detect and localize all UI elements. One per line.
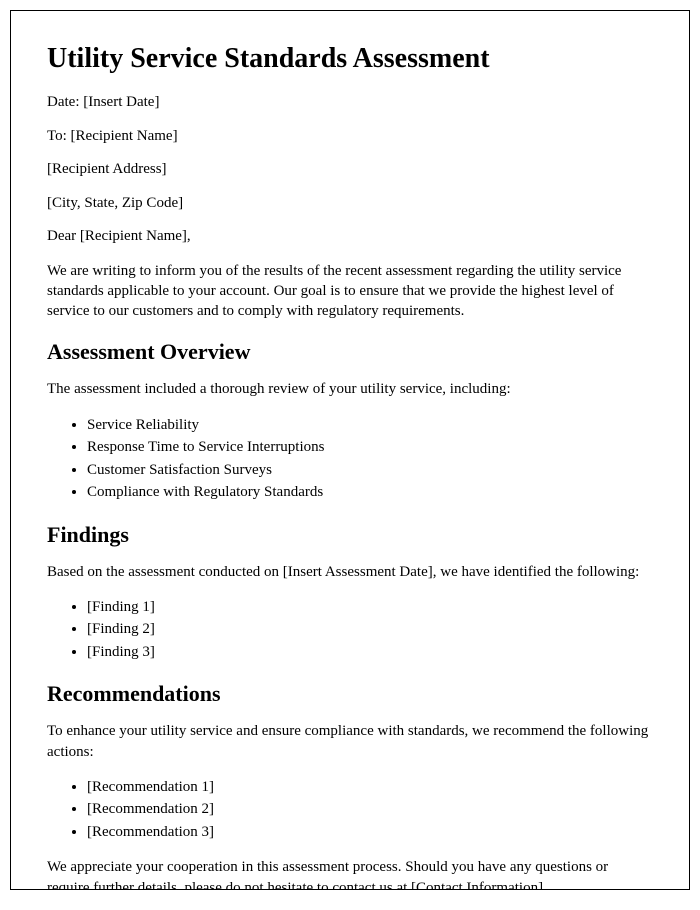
list-item: Customer Satisfaction Surveys xyxy=(87,459,653,482)
findings-lead: Based on the assessment conducted on [In… xyxy=(47,562,653,582)
closing-paragraph: We appreciate your cooperation in this a… xyxy=(47,857,653,890)
list-item: Response Time to Service Interruptions xyxy=(87,436,653,459)
salutation-line: Dear [Recipient Name], xyxy=(47,227,653,247)
city-line: [City, State, Zip Code] xyxy=(47,194,653,214)
overview-heading: Assessment Overview xyxy=(47,339,653,365)
list-item: [Recommendation 3] xyxy=(87,821,653,844)
address-line: [Recipient Address] xyxy=(47,160,653,180)
overview-lead: The assessment included a thorough revie… xyxy=(47,379,653,399)
list-item: [Finding 3] xyxy=(87,641,653,664)
list-item: Service Reliability xyxy=(87,414,653,437)
list-item: Compliance with Regulatory Standards xyxy=(87,481,653,504)
recommendations-list: [Recommendation 1] [Recommendation 2] [R… xyxy=(47,776,653,844)
list-item: [Finding 1] xyxy=(87,596,653,619)
recommendations-heading: Recommendations xyxy=(47,681,653,707)
document-title: Utility Service Standards Assessment xyxy=(47,43,653,75)
date-line: Date: [Insert Date] xyxy=(47,93,653,113)
intro-paragraph: We are writing to inform you of the resu… xyxy=(47,261,653,322)
findings-heading: Findings xyxy=(47,522,653,548)
list-item: [Recommendation 1] xyxy=(87,776,653,799)
list-item: [Finding 2] xyxy=(87,618,653,641)
findings-list: [Finding 1] [Finding 2] [Finding 3] xyxy=(47,596,653,664)
to-line: To: [Recipient Name] xyxy=(47,127,653,147)
overview-list: Service Reliability Response Time to Ser… xyxy=(47,414,653,504)
document-page: Utility Service Standards Assessment Dat… xyxy=(10,10,690,890)
list-item: [Recommendation 2] xyxy=(87,798,653,821)
recommendations-lead: To enhance your utility service and ensu… xyxy=(47,721,653,762)
